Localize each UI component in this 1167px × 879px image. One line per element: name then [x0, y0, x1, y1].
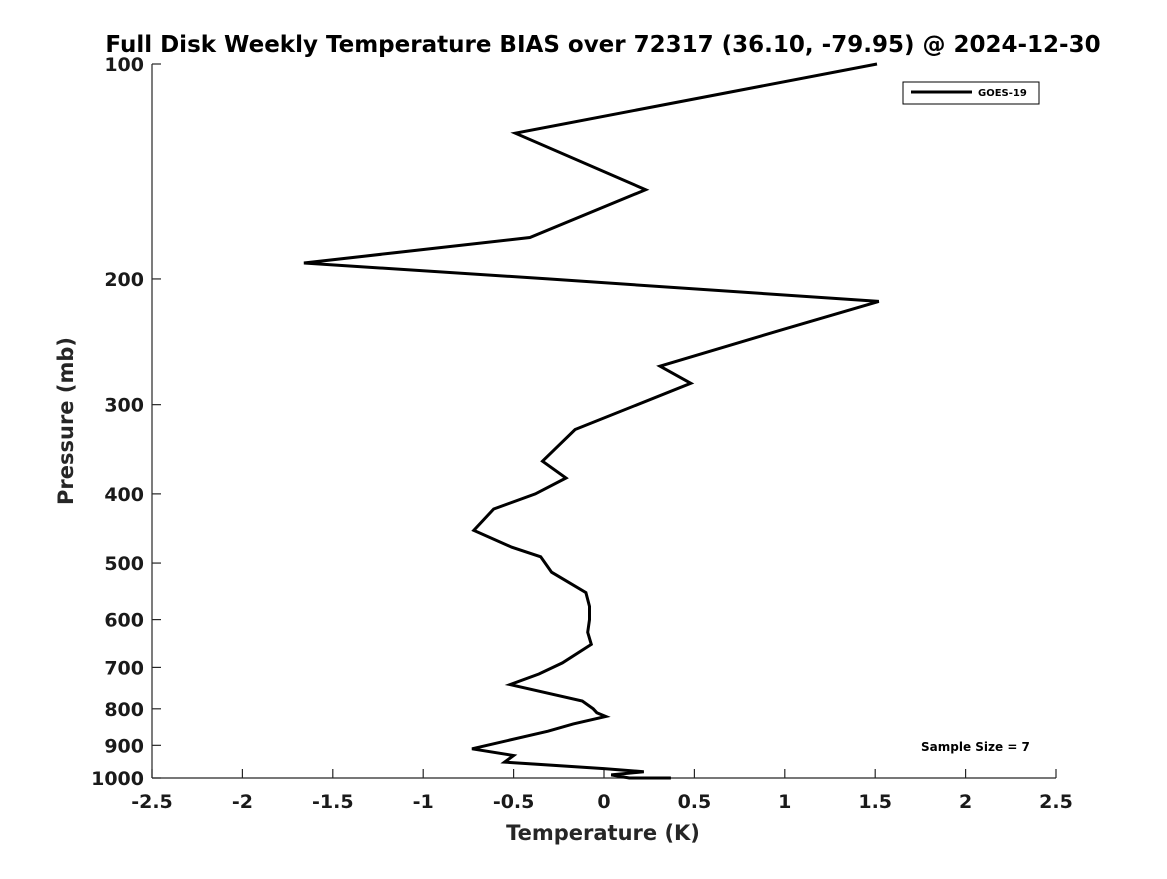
y-tick-label: 100: [104, 54, 144, 76]
y-axis-ticks: 100 200 300 400 500 600 700 800 900 1000: [91, 54, 161, 790]
y-tick-label: 900: [104, 735, 144, 757]
y-tick-label: 800: [104, 699, 144, 721]
y-tick-label: 600: [104, 610, 144, 632]
x-tick-label: 1: [778, 791, 791, 813]
y-tick-label: 400: [104, 484, 144, 506]
x-tick-label: 1.5: [858, 791, 892, 813]
x-tick-label: -2.5: [131, 791, 173, 813]
x-tick-label: -1: [413, 791, 434, 813]
y-axis-label: Pressure (mb): [54, 337, 78, 505]
legend-label-goes-19: GOES-19: [978, 88, 1027, 99]
x-axis-label: Temperature (K): [506, 821, 700, 845]
chart-title: Full Disk Weekly Temperature BIAS over 7…: [105, 32, 1100, 58]
x-tick-label: 2.5: [1039, 791, 1073, 813]
x-tick-label: 0.5: [678, 791, 712, 813]
series-line-goes-19: [303, 62, 880, 780]
y-tick-label: 700: [104, 657, 144, 679]
y-tick-label: 200: [104, 269, 144, 291]
x-tick-label: -1.5: [312, 791, 354, 813]
y-tick-label: 300: [104, 395, 144, 417]
legend: GOES-19: [902, 81, 1040, 105]
x-axis-ticks: -2.5 -2 -1.5 -1 -0.5 0 0.5 1 1.5 2 2.5: [131, 769, 1073, 813]
y-tick-label: 1000: [91, 768, 144, 790]
x-tick-label: 0: [597, 791, 610, 813]
x-tick-label: 2: [959, 791, 972, 813]
y-tick-label: 500: [104, 553, 144, 575]
series-lines: [303, 62, 880, 780]
sample-size-annotation: Sample Size = 7: [921, 740, 1030, 754]
x-tick-label: -2: [232, 791, 253, 813]
x-tick-label: -0.5: [493, 791, 535, 813]
